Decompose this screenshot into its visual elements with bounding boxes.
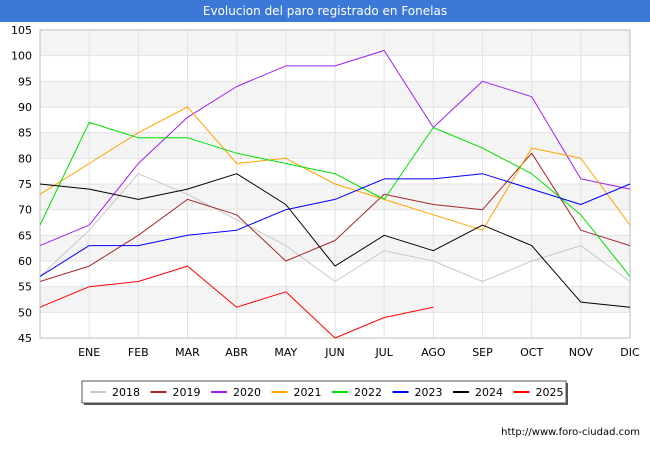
series-line-2023: [39, 173, 631, 277]
y-tick-label: 95: [18, 75, 32, 88]
series-line-2022: [39, 121, 631, 277]
legend-label-2025: 2025: [536, 386, 564, 399]
series-line-2021: [39, 106, 631, 231]
x-tick-label: NOV: [569, 346, 594, 359]
y-tick-label: 105: [11, 24, 32, 37]
series-line-2019: [39, 152, 631, 282]
legend-label-2018: 2018: [112, 386, 140, 399]
x-tick-label: ENE: [78, 346, 100, 359]
legend-label-2023: 2023: [415, 386, 443, 399]
y-tick-label: 90: [18, 101, 32, 114]
x-tick-label: MAR: [175, 346, 200, 359]
x-tick-label: DIC: [620, 346, 640, 359]
footer-url: http://www.foro-ciudad.com: [501, 427, 640, 438]
y-axis-ticks: 45 50 55 60 65 70 75 80 85 90 95 100 105: [11, 24, 32, 345]
series-line-2018: [39, 173, 631, 282]
y-tick-label: 80: [18, 152, 32, 165]
legend-label-2021: 2021: [294, 386, 322, 399]
y-tick-label: 70: [18, 204, 32, 217]
series-line-2020: [39, 50, 631, 247]
x-tick-label: JUL: [374, 346, 393, 359]
legend: 2018 2019 2020 2021 2022 2023 2024 2025: [81, 380, 568, 405]
legend-label-2022: 2022: [354, 386, 382, 399]
x-tick-label: FEB: [128, 346, 149, 359]
legend-box: [81, 380, 567, 404]
chart-title: Evolucion del paro registrado en Fonelas: [0, 0, 650, 22]
legend-label-2024: 2024: [475, 386, 503, 399]
y-tick-label: 45: [18, 332, 32, 345]
y-tick-label: 55: [18, 281, 32, 294]
legend-label-2019: 2019: [173, 386, 201, 399]
series-lines: [39, 50, 631, 339]
x-axis-ticks: ENE FEB MAR ABR MAY JUN JUL AGO SEP OCT NOV DIC: [78, 346, 640, 359]
x-tick-label: OCT: [520, 346, 543, 359]
x-tick-label: SEP: [472, 346, 493, 359]
y-tick-label: 75: [18, 178, 32, 191]
y-tick-label: 60: [18, 255, 32, 268]
x-tick-label: MAY: [274, 346, 297, 359]
legend-label-2020: 2020: [233, 386, 261, 399]
series-line-2025: [39, 265, 434, 339]
series-line-2024: [39, 173, 631, 308]
x-tick-label: AGO: [421, 346, 446, 359]
y-tick-label: 100: [11, 50, 32, 63]
y-tick-label: 65: [18, 229, 32, 242]
x-tick-label: ABR: [225, 346, 248, 359]
y-tick-label: 85: [18, 127, 32, 140]
x-tick-label: JUN: [324, 346, 345, 359]
y-tick-label: 50: [18, 306, 32, 319]
